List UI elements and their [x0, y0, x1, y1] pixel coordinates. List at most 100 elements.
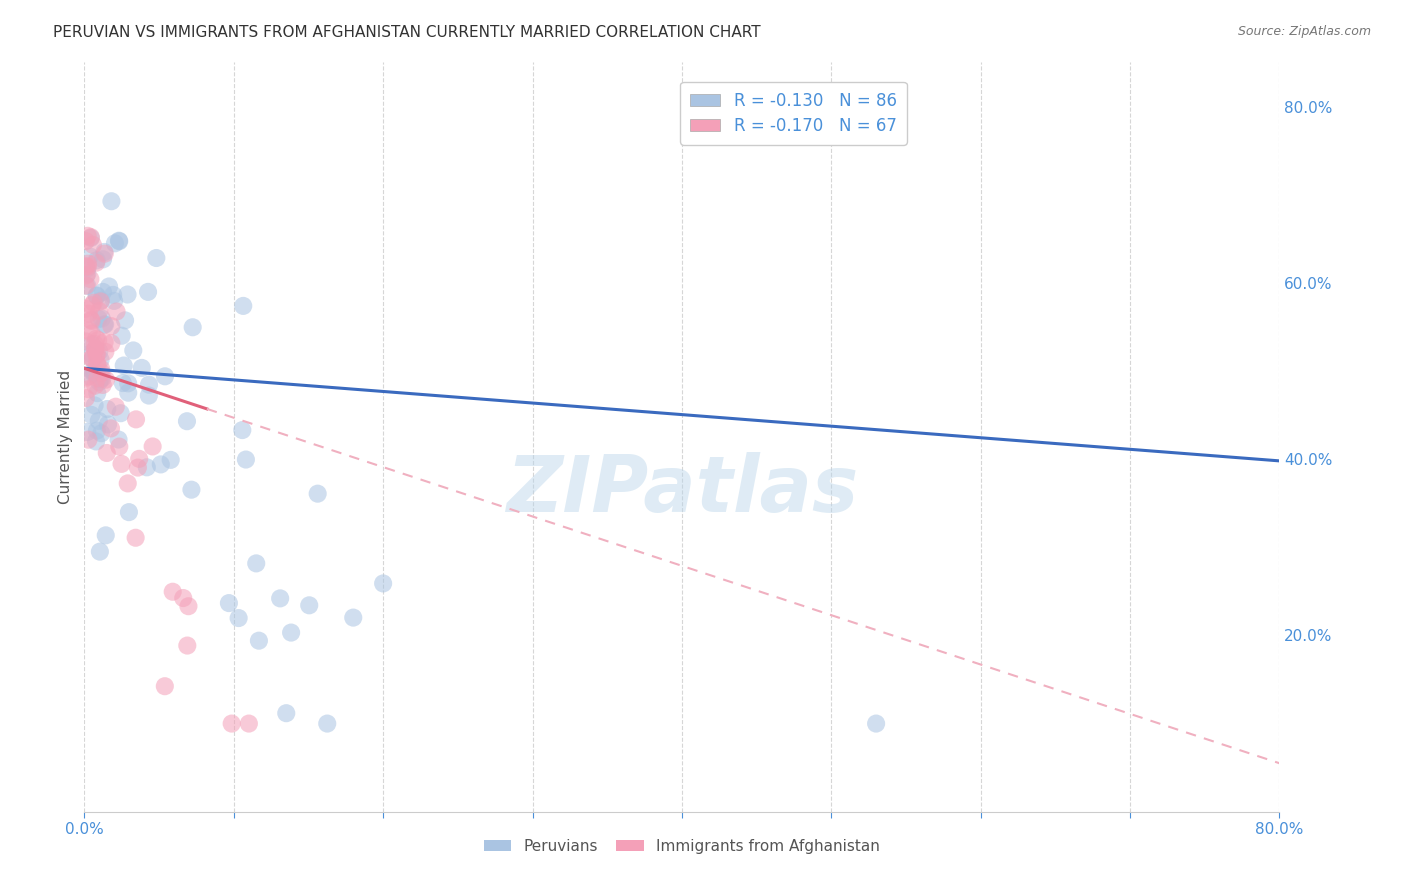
Point	[80, 298, 103, 312]
Point	[76, 228, 98, 243]
Point	[110, 457, 132, 471]
Point	[80, 313, 103, 327]
Point	[142, 440, 165, 454]
Point	[307, 486, 329, 500]
Point	[136, 285, 159, 299]
Point	[84, 332, 107, 346]
Point	[80, 231, 103, 245]
Point	[100, 319, 122, 334]
Point	[83, 365, 105, 379]
Point	[218, 596, 240, 610]
Point	[80, 337, 103, 351]
Point	[90, 372, 112, 386]
Point	[75, 268, 97, 283]
Point	[177, 599, 200, 614]
Point	[96, 402, 118, 417]
Point	[94, 318, 117, 332]
Point	[84, 378, 107, 392]
Point	[103, 293, 125, 308]
Point	[153, 369, 176, 384]
Point	[117, 287, 139, 301]
Point	[90, 366, 112, 380]
Point	[94, 373, 117, 387]
Point	[316, 716, 339, 731]
Point	[180, 483, 202, 497]
Point	[93, 244, 115, 259]
Point	[90, 293, 112, 308]
Point	[118, 505, 141, 519]
Point	[84, 343, 107, 357]
Point	[91, 378, 114, 392]
Point	[176, 414, 198, 428]
Point	[89, 344, 111, 359]
Legend: Peruvians, Immigrants from Afghanistan: Peruvians, Immigrants from Afghanistan	[478, 833, 886, 860]
Point	[83, 399, 105, 413]
Text: Source: ZipAtlas.com: Source: ZipAtlas.com	[1237, 25, 1371, 38]
Point	[176, 639, 198, 653]
Point	[145, 251, 167, 265]
Point	[76, 370, 98, 384]
Point	[117, 476, 139, 491]
Point	[82, 351, 104, 366]
Point	[97, 417, 120, 432]
Point	[75, 278, 97, 293]
Point	[128, 451, 150, 466]
Point	[86, 346, 108, 360]
Point	[104, 236, 127, 251]
Point	[75, 301, 97, 316]
Point	[86, 348, 108, 362]
Point	[91, 371, 114, 385]
Point	[80, 314, 103, 328]
Point	[91, 285, 114, 299]
Point	[269, 591, 291, 606]
Point	[117, 385, 139, 400]
Point	[86, 386, 108, 401]
Point	[77, 369, 100, 384]
Point	[76, 260, 98, 274]
Point	[101, 288, 124, 302]
Point	[104, 400, 127, 414]
Point	[181, 320, 204, 334]
Point	[159, 453, 181, 467]
Point	[94, 246, 117, 260]
Point	[221, 716, 243, 731]
Point	[232, 299, 254, 313]
Point	[108, 234, 131, 248]
Point	[86, 289, 108, 303]
Point	[124, 531, 146, 545]
Point	[162, 584, 184, 599]
Point	[107, 433, 129, 447]
Point	[105, 304, 128, 318]
Point	[342, 610, 364, 624]
Point	[100, 336, 122, 351]
Point	[87, 312, 110, 326]
Point	[77, 433, 100, 447]
Point	[86, 356, 108, 370]
Point	[122, 343, 145, 358]
Point	[89, 304, 111, 318]
Point	[172, 591, 194, 605]
Point	[90, 311, 112, 326]
Point	[87, 375, 110, 389]
Point	[76, 261, 98, 276]
Point	[90, 352, 112, 367]
Point	[112, 359, 135, 373]
Point	[77, 257, 100, 271]
Point	[91, 252, 114, 267]
Point	[93, 318, 115, 332]
Point	[77, 382, 100, 396]
Point	[153, 679, 176, 693]
Point	[131, 360, 153, 375]
Point	[93, 334, 115, 349]
Point	[75, 334, 97, 349]
Point	[110, 406, 132, 420]
Point	[86, 371, 108, 385]
Point	[149, 458, 172, 472]
Point	[79, 346, 101, 360]
Point	[83, 337, 105, 351]
Point	[77, 324, 100, 338]
Point	[79, 249, 101, 263]
Point	[75, 234, 97, 248]
Point	[117, 376, 139, 391]
Point	[138, 388, 160, 402]
